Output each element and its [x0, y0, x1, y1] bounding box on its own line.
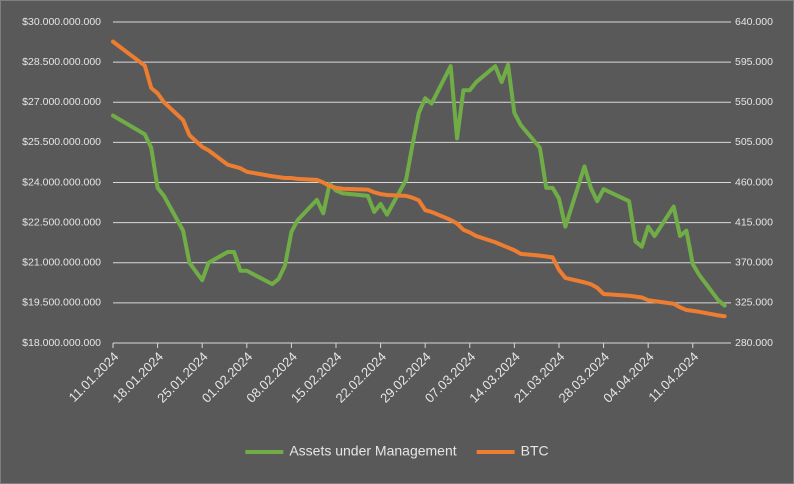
y2-tick-label: 640.000 — [735, 16, 773, 28]
y2-tick-label: 325.000 — [735, 297, 773, 309]
y-tick-label: $25.500.000.000 — [22, 136, 101, 148]
y2-tick-label: 505.000 — [735, 136, 773, 148]
series-line — [111, 62, 727, 308]
legend-label: BTC — [521, 443, 549, 459]
y-tick-label: $30.000.000.000 — [22, 16, 101, 28]
y2-tick-label: 460.000 — [735, 176, 773, 188]
y-tick-label: $22.500.000.000 — [22, 216, 101, 228]
y-tick-label: $27.000.000.000 — [22, 96, 101, 108]
y-tick-label: $28.500.000.000 — [22, 56, 101, 68]
y-tick-label: $24.000.000.000 — [22, 176, 101, 188]
y-tick-label: $21.000.000.000 — [22, 257, 101, 269]
y2-tick-label: 370.000 — [735, 257, 773, 269]
y2-tick-label: 415.000 — [735, 216, 773, 228]
y-tick-label: $19.500.000.000 — [22, 297, 101, 309]
legend-label: Assets under Management — [289, 443, 456, 459]
y-tick-label: $18.000.000.000 — [22, 337, 101, 349]
y2-tick-label: 595.000 — [735, 56, 773, 68]
legend: Assets under Management BTC — [245, 443, 549, 459]
series-line — [111, 39, 727, 319]
y2-tick-label: 550.000 — [735, 96, 773, 108]
y2-tick-label: 280.000 — [735, 337, 773, 349]
